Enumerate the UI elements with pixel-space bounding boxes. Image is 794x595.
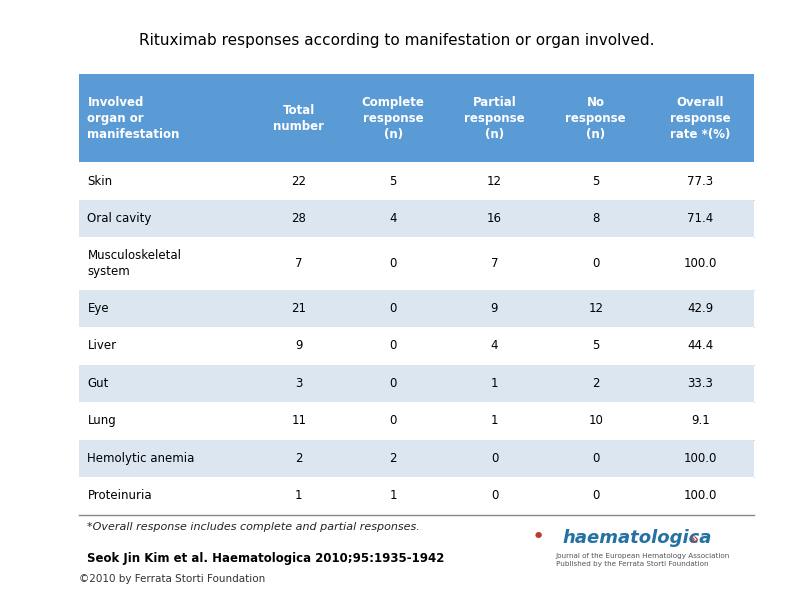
- Text: 7: 7: [295, 257, 303, 270]
- Text: 5: 5: [390, 175, 397, 187]
- Text: 1: 1: [491, 415, 498, 427]
- Text: ©2010 by Ferrata Storti Foundation: ©2010 by Ferrata Storti Foundation: [79, 574, 266, 584]
- Text: Involved
organ or
manifestation: Involved organ or manifestation: [87, 96, 180, 141]
- Text: 3: 3: [295, 377, 303, 390]
- Text: 33.3: 33.3: [688, 377, 713, 390]
- Text: 0: 0: [491, 490, 498, 502]
- Text: 0: 0: [390, 415, 397, 427]
- Text: 1: 1: [295, 490, 303, 502]
- Text: »: »: [685, 533, 700, 547]
- Text: Rituximab responses according to manifestation or organ involved.: Rituximab responses according to manifes…: [139, 33, 655, 48]
- Text: 100.0: 100.0: [684, 490, 717, 502]
- Text: haematologica: haematologica: [562, 530, 711, 547]
- Text: Liver: Liver: [87, 340, 117, 352]
- Text: 16: 16: [487, 212, 502, 225]
- Text: 12: 12: [487, 175, 502, 187]
- Text: 8: 8: [592, 212, 599, 225]
- Text: •: •: [532, 527, 545, 547]
- Text: 0: 0: [390, 257, 397, 270]
- Text: 0: 0: [390, 340, 397, 352]
- Text: 0: 0: [592, 257, 599, 270]
- Text: Lung: Lung: [87, 415, 116, 427]
- Text: 2: 2: [390, 452, 397, 465]
- Text: 4: 4: [491, 340, 498, 352]
- Text: Oral cavity: Oral cavity: [87, 212, 152, 225]
- Text: 22: 22: [291, 175, 306, 187]
- Text: 100.0: 100.0: [684, 452, 717, 465]
- Text: *Overall response includes complete and partial responses.: *Overall response includes complete and …: [87, 522, 420, 532]
- Text: 9: 9: [295, 340, 303, 352]
- Text: Hemolytic anemia: Hemolytic anemia: [87, 452, 195, 465]
- Text: 44.4: 44.4: [687, 340, 714, 352]
- Text: 11: 11: [291, 415, 306, 427]
- Text: 5: 5: [592, 340, 599, 352]
- Text: Partial
response
(n): Partial response (n): [464, 96, 525, 141]
- Text: 77.3: 77.3: [688, 175, 713, 187]
- Text: 0: 0: [592, 452, 599, 465]
- Text: 1: 1: [491, 377, 498, 390]
- Text: 21: 21: [291, 302, 306, 315]
- Text: 1: 1: [390, 490, 397, 502]
- Text: 28: 28: [291, 212, 306, 225]
- Text: 100.0: 100.0: [684, 257, 717, 270]
- Text: 10: 10: [588, 415, 603, 427]
- Text: 12: 12: [588, 302, 603, 315]
- Text: 4: 4: [390, 212, 397, 225]
- Text: 0: 0: [390, 377, 397, 390]
- Text: 7: 7: [491, 257, 498, 270]
- Text: Skin: Skin: [87, 175, 113, 187]
- Text: 2: 2: [592, 377, 599, 390]
- Text: Eye: Eye: [87, 302, 109, 315]
- Text: 0: 0: [491, 452, 498, 465]
- Text: 9.1: 9.1: [691, 415, 710, 427]
- Text: Total
number: Total number: [273, 104, 324, 133]
- Text: No
response
(n): No response (n): [565, 96, 626, 141]
- Text: Gut: Gut: [87, 377, 109, 390]
- Text: Seok Jin Kim et al. Haematologica 2010;95:1935-1942: Seok Jin Kim et al. Haematologica 2010;9…: [87, 552, 445, 565]
- Text: Journal of the European Hematology Association
Published by the Ferrata Storti F: Journal of the European Hematology Assoc…: [556, 553, 730, 568]
- Text: 9: 9: [491, 302, 498, 315]
- Text: Musculoskeletal
system: Musculoskeletal system: [87, 249, 182, 278]
- Text: Proteinuria: Proteinuria: [87, 490, 152, 502]
- Text: 71.4: 71.4: [687, 212, 714, 225]
- Text: Overall
response
rate *(%): Overall response rate *(%): [670, 96, 730, 141]
- Text: 0: 0: [592, 490, 599, 502]
- Text: 0: 0: [390, 302, 397, 315]
- Text: 5: 5: [592, 175, 599, 187]
- Text: Complete
response
(n): Complete response (n): [362, 96, 425, 141]
- Text: 42.9: 42.9: [687, 302, 714, 315]
- Text: 2: 2: [295, 452, 303, 465]
